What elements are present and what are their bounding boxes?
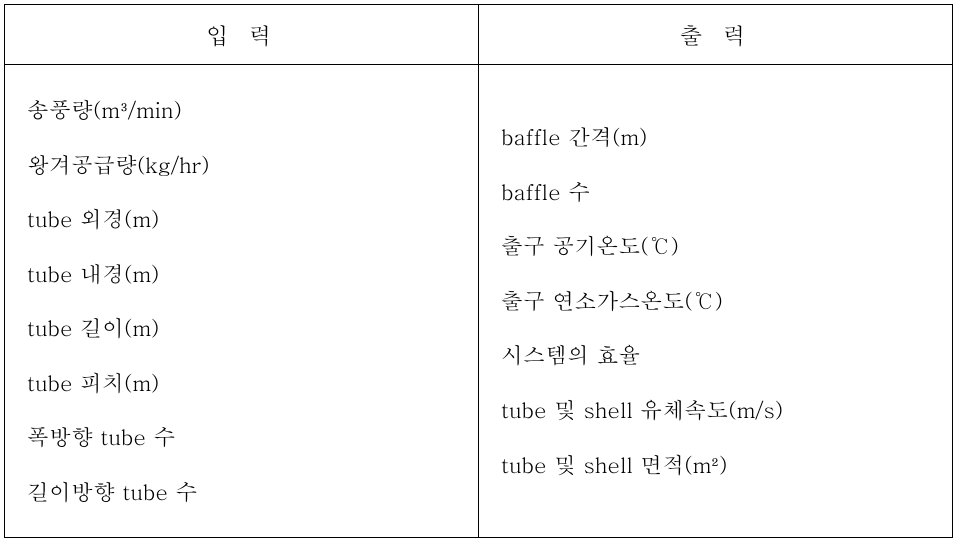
input-item: tube 피치(m) <box>27 356 456 411</box>
output-item: tube 및 shell 유체속도(m/s) <box>501 383 930 438</box>
table-body-row: 송풍량(m³/min) 왕겨공급량(kg/hr) tube 외경(m) tube… <box>5 65 953 538</box>
input-item: 송풍량(m³/min) <box>27 83 456 138</box>
output-item: 시스템의 효율 <box>501 328 930 383</box>
output-header: 출 력 <box>479 5 953 65</box>
output-item: 출구 연소가스온도(℃) <box>501 274 930 329</box>
input-item: 폭방향 tube 수 <box>27 410 456 465</box>
input-item: 왕겨공급량(kg/hr) <box>27 138 456 193</box>
io-table: 입 력 출 력 송풍량(m³/min) 왕겨공급량(kg/hr) tube 외경… <box>4 4 953 538</box>
output-item: tube 및 shell 면적(m²) <box>501 438 930 493</box>
output-cell: baffle 간격(m) baffle 수 출구 공기온도(℃) 출구 연소가스… <box>479 65 953 538</box>
input-item: 길이방향 tube 수 <box>27 465 456 520</box>
output-item: baffle 간격(m) <box>501 110 930 165</box>
input-item: tube 길이(m) <box>27 301 456 356</box>
input-header: 입 력 <box>5 5 479 65</box>
output-item: baffle 수 <box>501 165 930 220</box>
output-item: 출구 공기온도(℃) <box>501 219 930 274</box>
table-header-row: 입 력 출 력 <box>5 5 953 65</box>
input-item: tube 내경(m) <box>27 247 456 302</box>
input-item: tube 외경(m) <box>27 192 456 247</box>
input-cell: 송풍량(m³/min) 왕겨공급량(kg/hr) tube 외경(m) tube… <box>5 65 479 538</box>
